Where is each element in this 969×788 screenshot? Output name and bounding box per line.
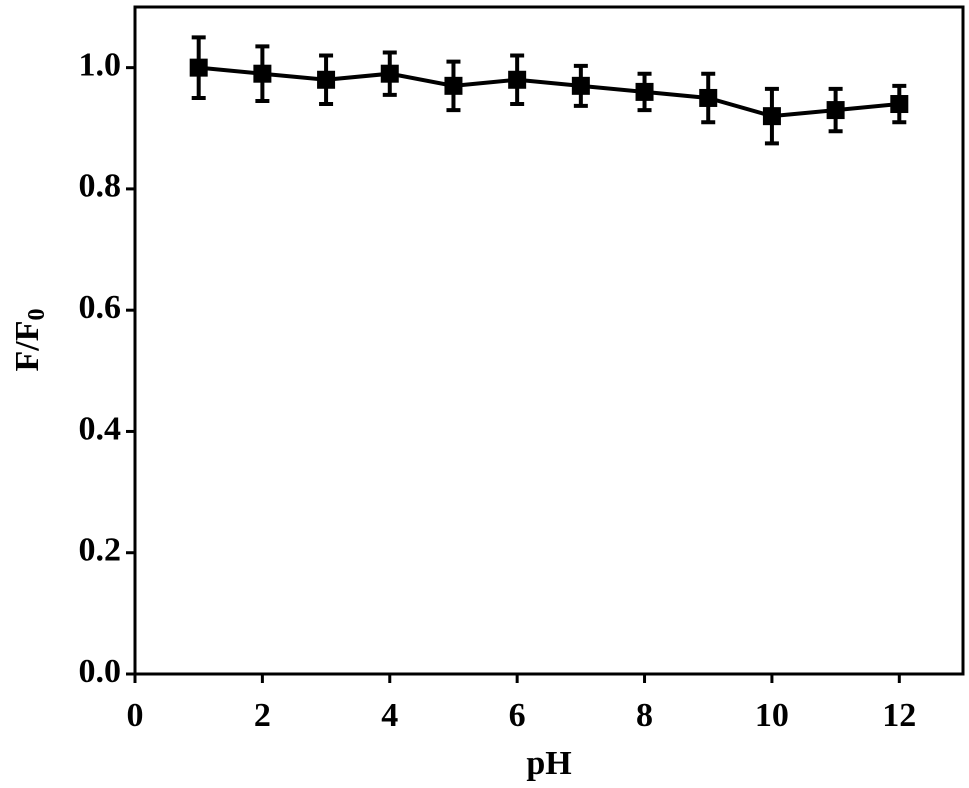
y-tick-label: 0.6 bbox=[79, 289, 122, 326]
data-point bbox=[571, 76, 590, 95]
x-tick-label: 0 bbox=[127, 697, 144, 734]
x-tick-label: 12 bbox=[882, 697, 916, 734]
x-tick-label: 2 bbox=[254, 697, 271, 734]
data-point bbox=[189, 58, 208, 77]
data-point bbox=[508, 70, 527, 89]
y-tick-label: 0.2 bbox=[79, 532, 122, 569]
x-tick-label: 8 bbox=[636, 697, 653, 734]
data-point bbox=[762, 107, 781, 126]
data-point bbox=[253, 64, 272, 83]
data-point bbox=[826, 101, 845, 120]
y-tick-label: 0.0 bbox=[79, 653, 122, 690]
data-point bbox=[380, 64, 399, 83]
data-point bbox=[635, 82, 654, 101]
data-point bbox=[699, 88, 718, 107]
y-tick-label: 0.8 bbox=[79, 168, 122, 205]
y-tick-label: 1.0 bbox=[79, 46, 122, 83]
x-tick-label: 4 bbox=[381, 697, 398, 734]
x-tick-label: 6 bbox=[509, 697, 526, 734]
y-label-subscript: 0 bbox=[24, 309, 50, 321]
plot-frame bbox=[133, 5, 965, 676]
y-axis-label: F/F0 bbox=[9, 309, 50, 372]
x-axis-label: pH bbox=[526, 745, 571, 782]
y-label-main: F/F bbox=[9, 321, 46, 372]
y-tick-label: 0.4 bbox=[79, 410, 122, 447]
series-line bbox=[198, 65, 900, 119]
data-point bbox=[444, 76, 463, 95]
data-point bbox=[890, 95, 909, 114]
x-tick-label: 10 bbox=[755, 697, 789, 734]
data-point bbox=[317, 70, 336, 89]
